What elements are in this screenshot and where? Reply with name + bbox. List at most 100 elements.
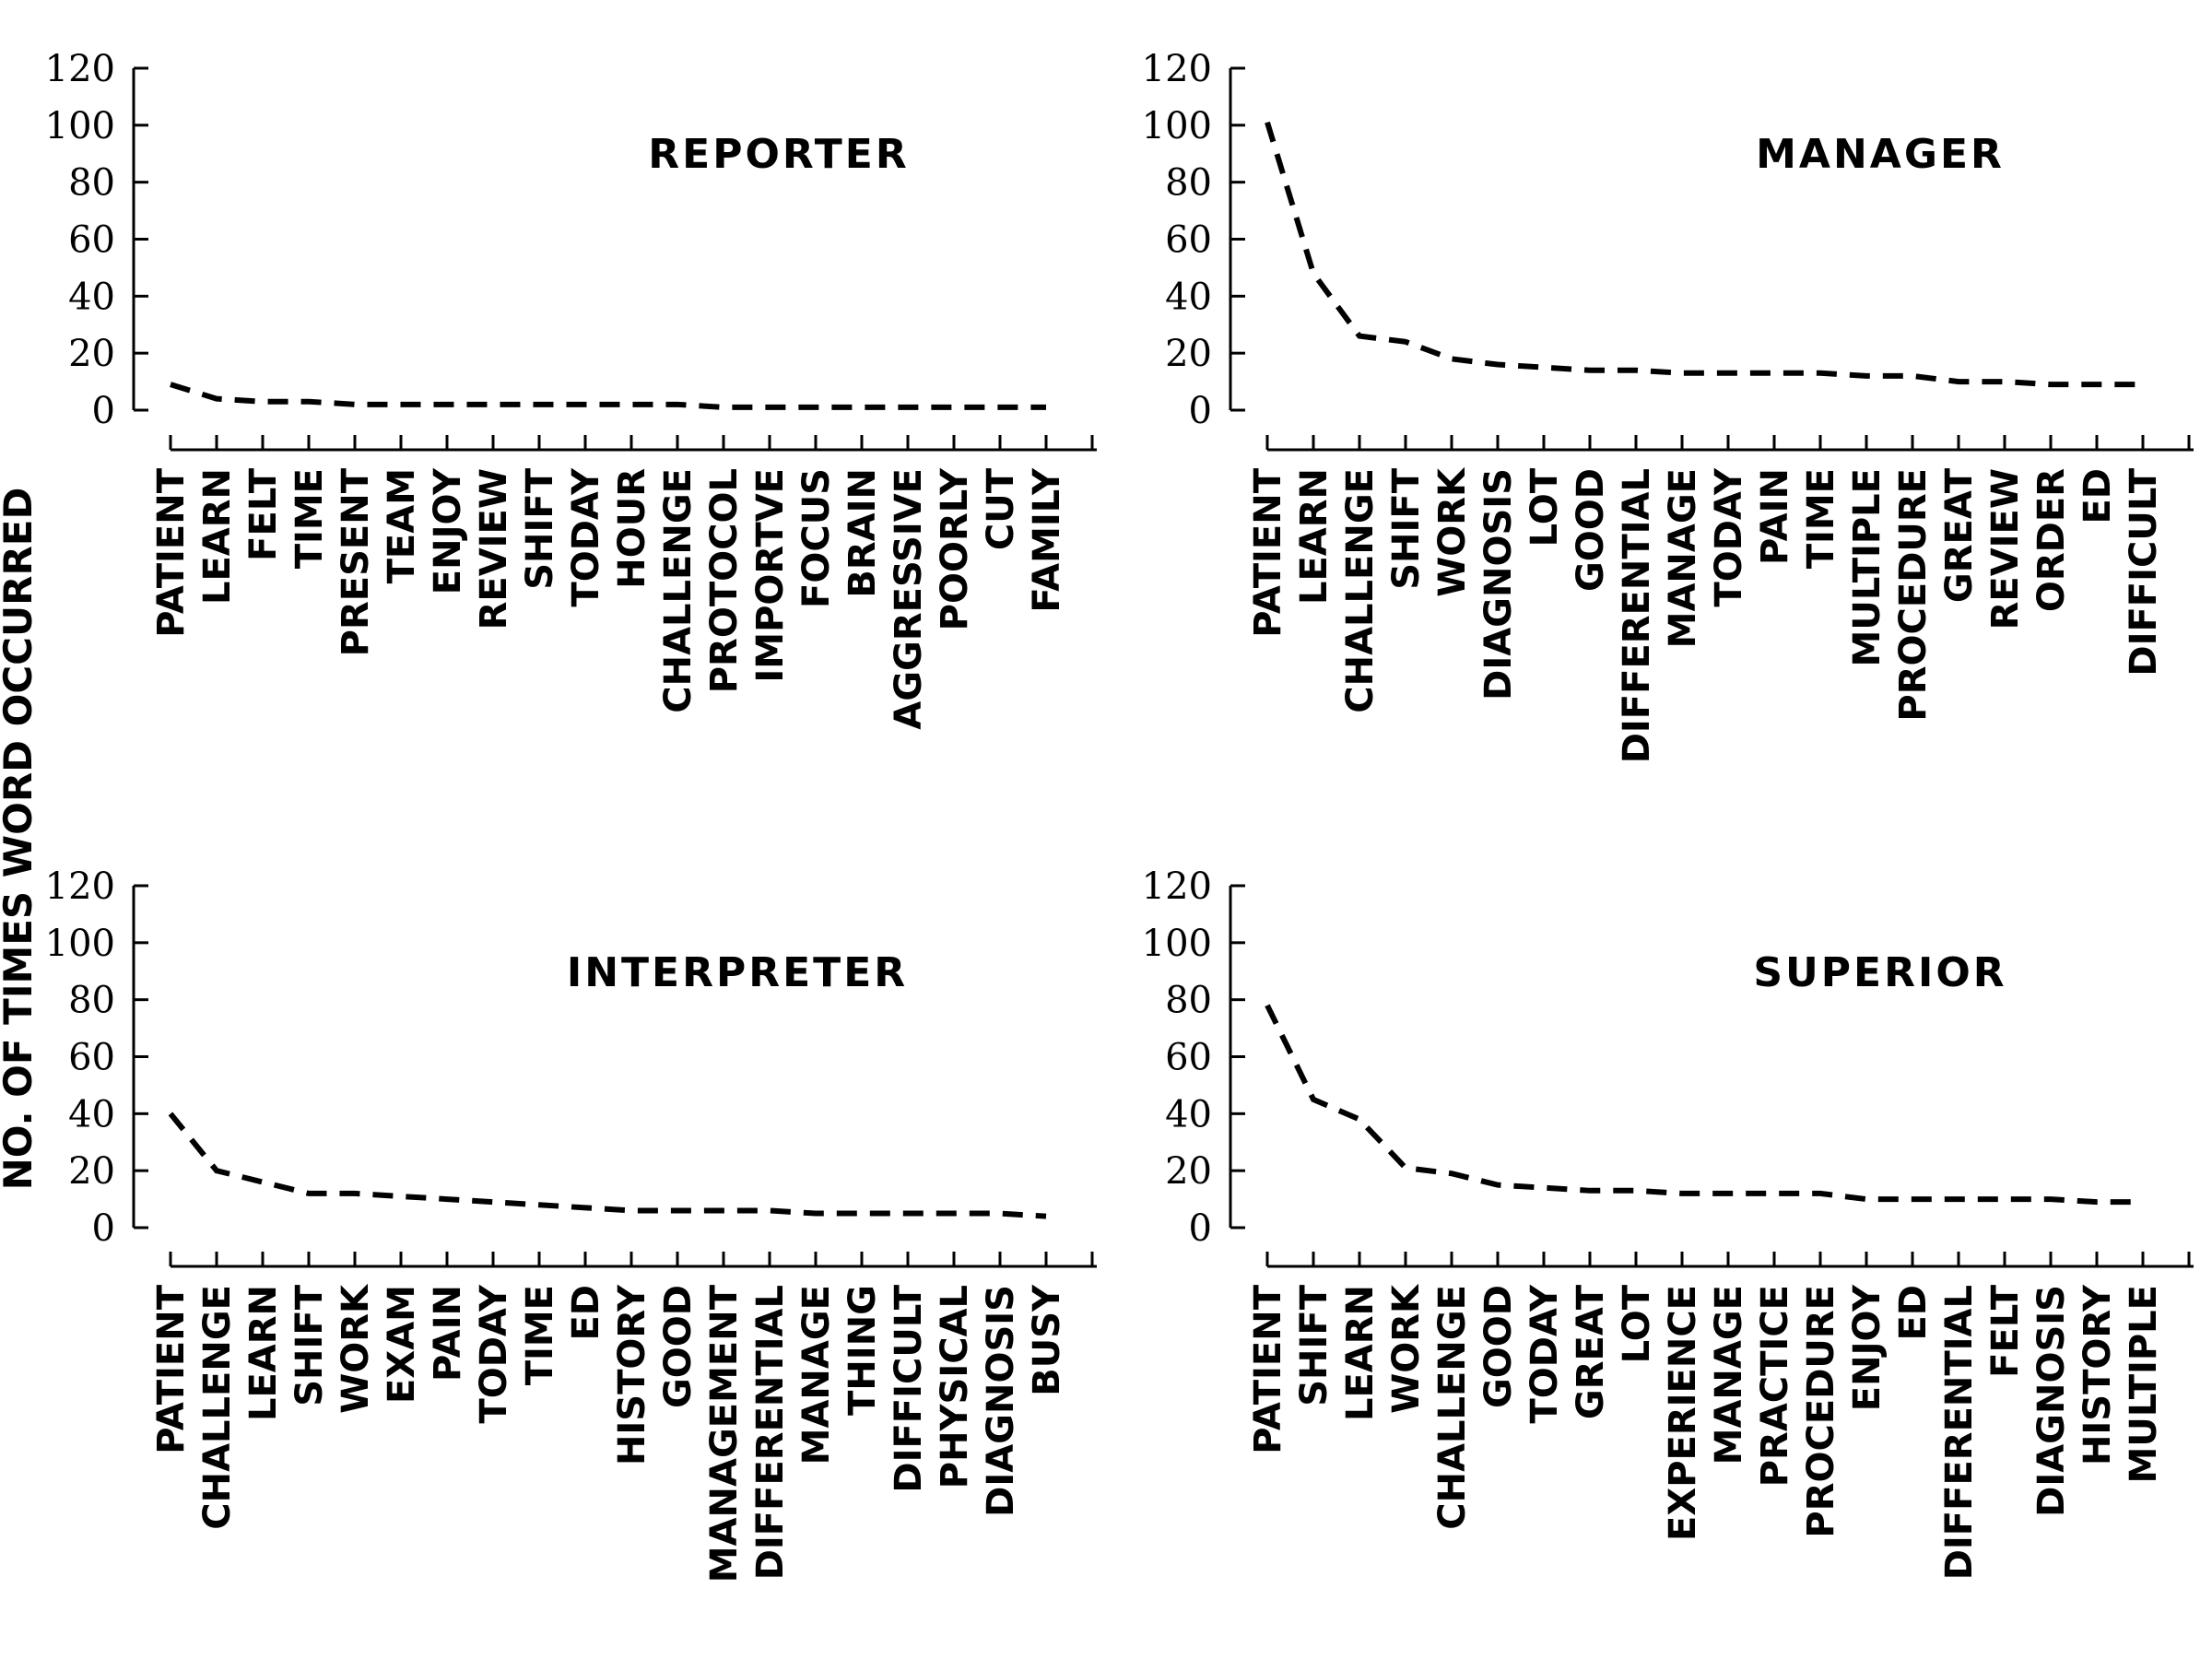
y-tick-label: 100 [45, 923, 115, 965]
x-tick-label: HISTORY [2077, 1284, 2119, 1465]
x-tick-label: EXPERIENCE [1662, 1285, 1704, 1541]
x-tick-label: DIFFICULT [2123, 467, 2165, 676]
x-tick-label: TODAY [1708, 467, 1750, 607]
y-tick-label: 0 [92, 390, 115, 432]
x-tick-label: SHIFT [288, 1284, 331, 1406]
x-tick-label: FELT [1984, 1284, 2027, 1378]
y-tick-label: 80 [1165, 980, 1212, 1022]
x-tick-label: MULTIPLE [1846, 468, 1888, 666]
panel-manager: MANAGER 0 20 40 60 80 100 120 PATIENT LEARN CHALLE… [1142, 48, 2194, 763]
x-tick-label: PRESENT [335, 467, 377, 656]
y-tick-label: 20 [1165, 1150, 1212, 1193]
x-tick-label: HOUR [611, 468, 653, 589]
x-tick-label: REVIEW [1984, 468, 2027, 629]
x-tick-label: ENJOY [427, 467, 469, 594]
y-tick-label: 40 [1165, 276, 1212, 318]
y-tick-label: 60 [68, 219, 115, 262]
x-tick-label: PHYSICAL [934, 1285, 976, 1488]
panel-title: INTERPRETER [567, 949, 908, 996]
y-tick-label: 60 [1165, 1037, 1212, 1079]
x-tick-label: TODAY [1524, 1284, 1566, 1424]
x-tick-label: DIAGNOSIS [2030, 1285, 2073, 1517]
x-tick-label: MULTIPLE [2123, 1285, 2165, 1483]
x-tick-label: GOOD [1477, 1285, 1520, 1408]
y-tick-label: 80 [68, 162, 115, 205]
x-tick-label: WORK [1385, 1283, 1428, 1414]
x-tick-label: WORK [1431, 466, 1474, 597]
x-tick-label: DIAGNOSIS [1477, 468, 1520, 700]
x-tick-label: LOT [1616, 1284, 1658, 1363]
x-tick-label: PROCEDURE [1892, 468, 1935, 722]
x-tick-label: LEARN [1339, 1285, 1382, 1421]
panel-interpreter: INTERPRETER 0 20 40 60 80 100 120 PATIENT CHALLEN… [45, 865, 1097, 1583]
x-tick-label: TODAY [473, 1284, 515, 1424]
x-tick-label: PATIENT [150, 1284, 193, 1453]
x-tick-label: THING [841, 1285, 884, 1416]
x-tick-label: MANAGE [1662, 468, 1704, 648]
x-tick-label: TODAY [565, 467, 607, 607]
x-tick-label: ED [2077, 468, 2119, 524]
x-tick-label: FOCUS [795, 468, 838, 608]
x-tick-label: MANAGEMENT [703, 1284, 746, 1583]
x-tick-label: GOOD [1570, 468, 1612, 592]
y-tick-label: 20 [68, 333, 115, 375]
x-tick-label: LEARN [242, 1285, 285, 1421]
x-tick-label: LEARN [196, 468, 239, 605]
x-tick-label: PATIENT [1247, 1284, 1289, 1453]
x-tick-label: WORK [335, 1283, 377, 1414]
y-tick-label: 20 [68, 1150, 115, 1193]
x-tick-label: REVIEW [473, 468, 515, 629]
series-line [168, 1112, 1047, 1219]
x-tick-label: CHALLENGE [657, 468, 700, 713]
series-line [170, 382, 1046, 410]
y-tick-label: 120 [45, 48, 115, 90]
y-tick-label: 40 [68, 276, 115, 318]
x-tick-label: SHIFT [1293, 1284, 1335, 1406]
panel-title: SUPERIOR [1753, 949, 2006, 996]
x-tick-label: CHALLENGE [196, 1285, 239, 1530]
x-tick-label: ED [1892, 1285, 1935, 1341]
x-tick-label: TIME [519, 1285, 561, 1385]
y-tick-label: 0 [92, 1207, 115, 1250]
x-tick-label: MANAGE [795, 1285, 838, 1465]
y-tick-label: 100 [1142, 923, 1212, 965]
y-tick-label: 0 [1189, 390, 1212, 432]
panel-superior: SUPERIOR 0 20 40 60 80 100 120 PATIENT SHIFT LEARN… [1142, 865, 2194, 1580]
y-tick-label: 80 [68, 980, 115, 1022]
x-tick-label: PAIN [1754, 468, 1796, 565]
y-tick-label: 60 [1165, 219, 1212, 262]
x-tick-label: DIAGNOSIS [980, 1285, 1022, 1517]
x-tick-label: AGGRESSIVE [888, 468, 930, 730]
x-tick-label: PATIENT [1247, 467, 1289, 637]
y-tick-label: 120 [45, 865, 115, 908]
x-tick-label: ORDER [2030, 468, 2073, 612]
x-tick-label: PROCEDURE [1800, 1285, 1842, 1538]
x-tick-label: PROTOCOL [703, 468, 746, 693]
y-tick-label: 120 [1142, 48, 1212, 90]
y-tick-label: 100 [1142, 105, 1212, 147]
x-tick-label: SHIFT [519, 467, 561, 589]
x-tick-label: POORLY [934, 467, 976, 630]
x-tick-label: HISTORY [611, 1284, 653, 1465]
x-tick-label: TIME [1800, 468, 1842, 569]
x-tick-label: DIFFERENTIAL [1938, 1285, 1981, 1580]
x-tick-label: FAMILY [1026, 467, 1068, 613]
x-tick-label: BUSY [1026, 1284, 1068, 1396]
x-tick-label: CHALLENGE [1339, 468, 1382, 713]
panel-title: MANAGER [1756, 131, 2005, 178]
x-tick-label: TEAM [381, 468, 423, 583]
x-tick-label: EXAM [381, 1285, 423, 1404]
x-tick-label: DIFFERENTIAL [1616, 468, 1658, 763]
x-tick-label: PATIENT [150, 467, 193, 637]
x-tick-label: BRAIN [841, 468, 884, 598]
x-tick-label: MANAGE [1708, 1285, 1750, 1465]
y-axis-label: NO. OF TIMES WORD OCCURRED [0, 488, 41, 1191]
y-tick-label: 0 [1189, 1207, 1212, 1250]
x-tick-label: TIME [288, 468, 331, 569]
y-tick-label: 20 [1165, 333, 1212, 375]
x-tick-label: DIFFICULT [888, 1284, 930, 1492]
x-tick-label: PAIN [427, 1285, 469, 1382]
x-tick-label: LEARN [1293, 468, 1335, 605]
